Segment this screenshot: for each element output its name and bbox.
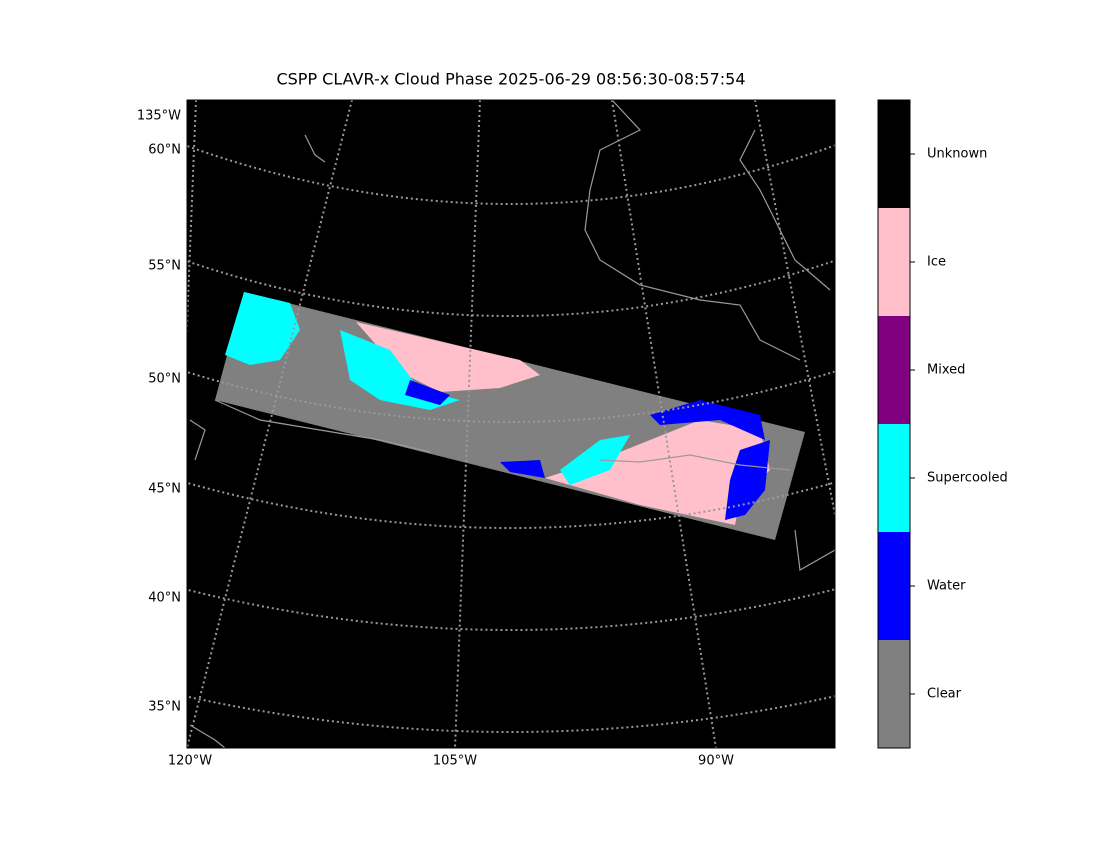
colorbar-segment bbox=[878, 532, 910, 640]
lon-label: 105°W bbox=[433, 754, 477, 769]
map-content bbox=[187, 100, 835, 748]
lat-label: 45°N bbox=[148, 482, 181, 497]
water-region bbox=[405, 380, 450, 405]
lon-label: 120°W bbox=[168, 754, 212, 769]
supercooled-region bbox=[225, 292, 300, 365]
water-region bbox=[650, 400, 765, 440]
meridian bbox=[187, 100, 353, 748]
lat-label: 35°N bbox=[148, 700, 181, 715]
colorbar-segment bbox=[878, 640, 910, 748]
parallel bbox=[187, 144, 835, 205]
parallel bbox=[187, 588, 835, 631]
colorbar-label: Clear bbox=[927, 687, 962, 702]
graticule bbox=[187, 100, 835, 748]
colorbar-segment bbox=[878, 100, 910, 208]
map-title: CSPP CLAVR-x Cloud Phase 2025-06-29 08:5… bbox=[276, 70, 745, 89]
water-region bbox=[500, 460, 545, 478]
lat-label: 60°N bbox=[148, 143, 181, 158]
colorbar-label: Unknown bbox=[927, 147, 987, 162]
meridian bbox=[454, 100, 481, 748]
lat-label: 40°N bbox=[148, 591, 181, 606]
coastline bbox=[189, 134, 326, 748]
colorbar: Clear Water Supercooled Mixed Ice Unknown bbox=[877, 99, 1008, 749]
coastline bbox=[584, 100, 831, 361]
lat-label: 55°N bbox=[148, 259, 181, 274]
colorbar-segment bbox=[878, 208, 910, 316]
colorbar-segment bbox=[878, 424, 910, 532]
colorbar-frame bbox=[877, 99, 911, 749]
colorbar-segment bbox=[878, 316, 910, 424]
colorbar-label: Supercooled bbox=[927, 471, 1008, 486]
lon-label: 90°W bbox=[698, 754, 734, 769]
parallel bbox=[187, 370, 835, 423]
map-frame bbox=[186, 99, 836, 749]
ice-region bbox=[356, 322, 540, 392]
parallel bbox=[187, 695, 835, 733]
lat-label: 135°W bbox=[137, 109, 181, 124]
ice-region bbox=[545, 420, 770, 525]
colorbar-label: Mixed bbox=[927, 363, 965, 378]
border bbox=[214, 399, 835, 571]
colorbar-label: Ice bbox=[927, 255, 946, 270]
lat-labels: 135°W 60°N 55°N 50°N 45°N 40°N 35°N bbox=[137, 109, 181, 715]
supercooled-region bbox=[560, 435, 630, 485]
water-region bbox=[725, 440, 770, 520]
parallel bbox=[187, 481, 835, 529]
meridian bbox=[611, 100, 717, 748]
supercooled-region bbox=[340, 330, 460, 410]
colorbar-label: Water bbox=[927, 579, 966, 594]
lon-labels: 120°W 105°W 90°W bbox=[168, 754, 734, 769]
lat-label: 50°N bbox=[148, 372, 181, 387]
